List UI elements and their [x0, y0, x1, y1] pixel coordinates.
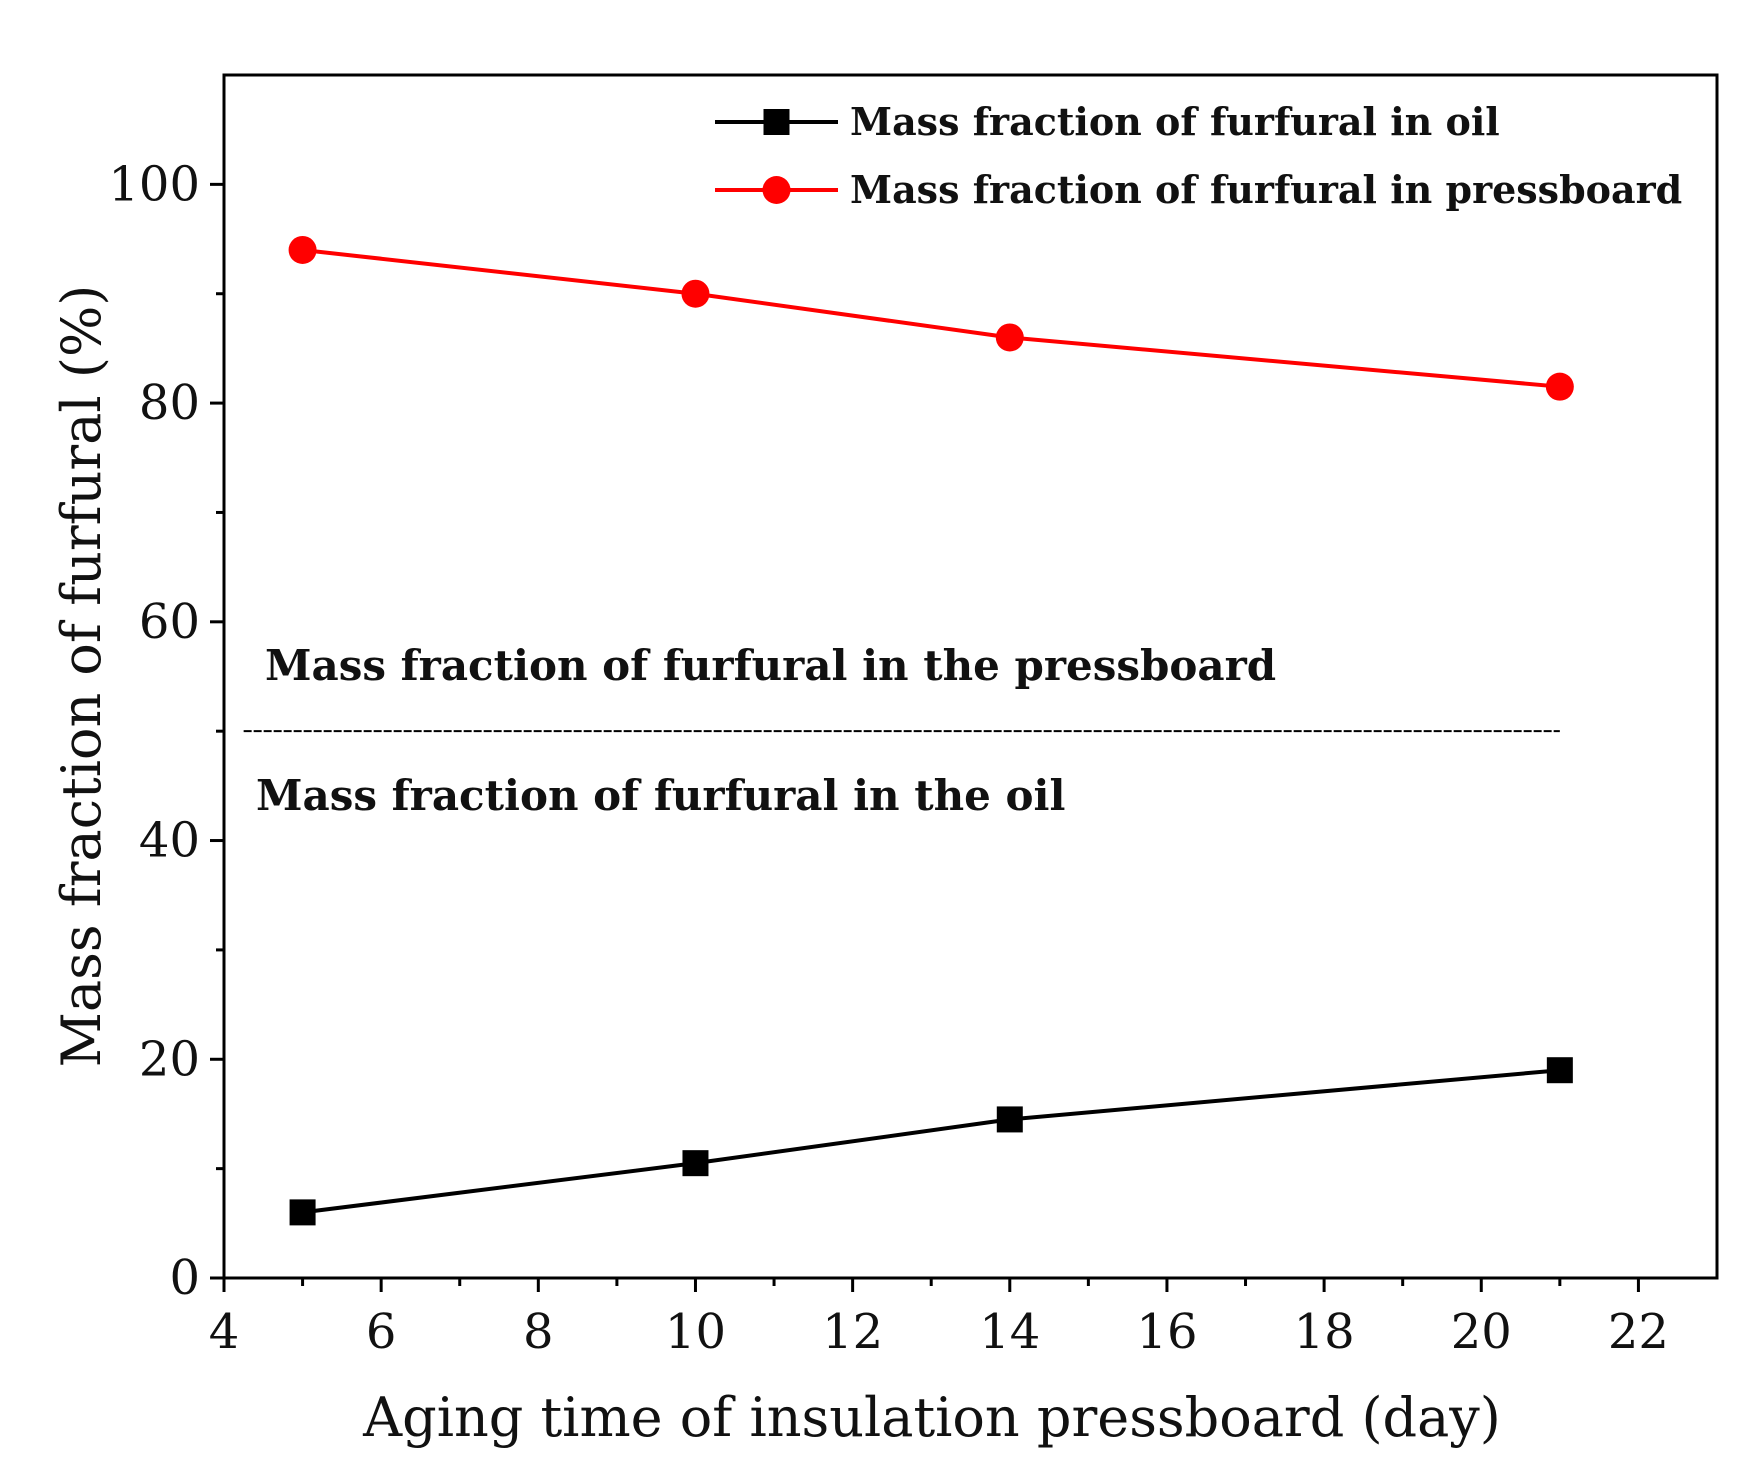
x-axis-title: Aging time of insulation pressboard (day… [362, 1386, 1501, 1449]
series-point-pressboard [1545, 372, 1574, 401]
x-tick-label: 12 [822, 1304, 883, 1360]
series-line-1 [302, 1068, 1561, 1215]
annotation-pressboard: Mass fraction of furfural in the pressbo… [265, 641, 1276, 690]
series-point-pressboard [681, 279, 710, 308]
legend-marker-circle [762, 176, 791, 204]
x-axis-ticks: 4 6 8 10 12 14 16 18 20 22 [209, 1278, 1669, 1360]
series-line-2 [302, 247, 1561, 389]
series-point-oil [682, 1150, 709, 1177]
x-tick-label: 6 [366, 1304, 397, 1360]
y-axis-ticks: 0 20 40 60 80 100 [108, 156, 224, 1306]
x-tick-label: 16 [1136, 1304, 1197, 1360]
annotation-oil: Mass fraction of furfural in the oil [256, 771, 1065, 820]
legend-label: Mass fraction of furfural in pressboard [850, 167, 1682, 212]
x-tick-label: 20 [1451, 1304, 1512, 1360]
x-tick-label: 22 [1608, 1304, 1669, 1360]
x-tick-label: 10 [665, 1304, 726, 1360]
y-tick-label: 20 [139, 1031, 200, 1087]
x-tick-label: 8 [523, 1304, 554, 1360]
series-point-oil [996, 1106, 1023, 1133]
y-tick-label: 80 [139, 375, 200, 431]
x-tick-label: 14 [979, 1304, 1040, 1360]
series-point-pressboard [995, 323, 1024, 352]
x-tick-label: 18 [1294, 1304, 1355, 1360]
legend-label: Mass fraction of furfural in oil [850, 99, 1500, 144]
y-tick-label: 100 [108, 156, 200, 212]
y-tick-label: 0 [169, 1250, 200, 1306]
series-group [288, 235, 1574, 1226]
x-tick-label: 4 [209, 1304, 240, 1360]
y-tick-label: 40 [139, 813, 200, 869]
series-point-oil [1546, 1057, 1573, 1084]
plot-frame [222, 73, 1719, 1280]
y-axis-title: Mass fraction of furfural (%) [50, 285, 113, 1068]
legend: Mass fraction of furfural in oil Mass fra… [715, 99, 1682, 212]
y-tick-label: 60 [139, 594, 200, 650]
series-point-pressboard [288, 235, 317, 264]
legend-marker-square [763, 109, 790, 135]
series-point-oil [289, 1199, 316, 1226]
